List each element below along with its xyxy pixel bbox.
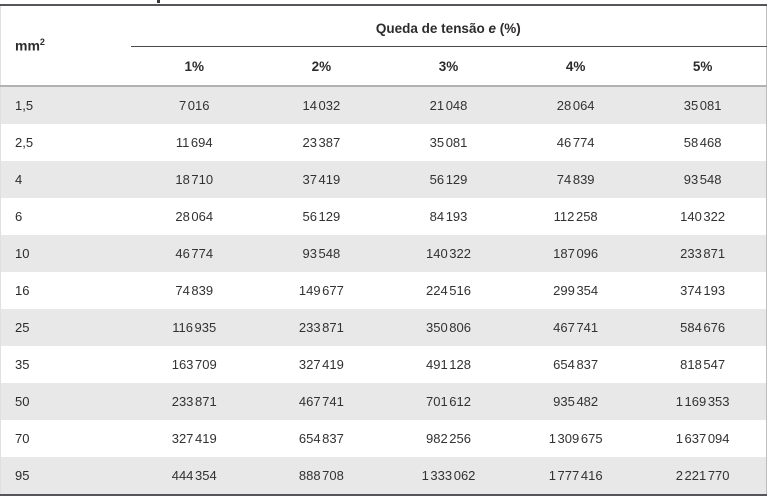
cell: 93 548	[683, 172, 722, 187]
cell: 327 419	[298, 357, 344, 372]
cell: 224 516	[426, 283, 471, 298]
cell: 654 837	[553, 357, 599, 372]
cell: 187 096	[553, 246, 599, 261]
cell: 1 309 675	[548, 431, 603, 446]
row-label: 25	[15, 320, 30, 335]
column-header-4pct: 4%	[512, 46, 640, 87]
table-row: 25 116 935 233 871 350 806 467 741 584 6…	[0, 309, 767, 346]
cell: 982 256	[426, 431, 471, 446]
cell: 46 774	[175, 246, 214, 261]
percent-header-row: 1% 2% 3% 4% 5%	[1, 46, 767, 87]
cell: 467 741	[553, 320, 599, 335]
cell: 1 333 062	[421, 468, 476, 483]
cell: 233 871	[171, 394, 217, 409]
cell: 56 129	[302, 209, 341, 224]
cell: 374 193	[680, 283, 726, 298]
cell: 467 741	[298, 394, 344, 409]
cell: 233 871	[298, 320, 344, 335]
cell: 35 081	[429, 135, 468, 150]
corner-header-sup: 2	[39, 37, 45, 48]
corner-header-base: mm	[15, 37, 40, 54]
table-row: 2,5 11 694 23 387 35 081 46 774 58 468	[0, 124, 767, 161]
group-header-prefix: Queda de tensão	[375, 20, 489, 36]
table-row: 35 163 709 327 419 491 128 654 837 818 5…	[0, 346, 767, 383]
corner-header-mm2: mm2	[0, 5, 131, 87]
row-label: 50	[15, 394, 30, 409]
cell: 112 258	[553, 209, 598, 224]
cell: 14 032	[302, 98, 341, 113]
cell: 1 169 353	[675, 394, 730, 409]
row-label: 16	[15, 283, 30, 298]
cell: 1 637 094	[675, 431, 730, 446]
column-header-1pct: 1%	[130, 46, 258, 87]
table-body: 1,5 7 016 14 032 21 048 28 064 35 081 2,…	[0, 86, 767, 495]
cell: 818 547	[680, 357, 726, 372]
table-row: 4 18 710 37 419 56 129 74 839 93 548	[0, 161, 767, 198]
cell: 37 419	[302, 172, 341, 187]
cell: 2 221 770	[675, 468, 730, 483]
cell: 140 322	[426, 246, 471, 261]
row-label: 4	[15, 172, 23, 187]
cell: 74 839	[556, 172, 595, 187]
table-row: 70 327 419 654 837 982 256 1 309 675 1 6…	[0, 420, 767, 457]
cell: 584 676	[680, 320, 726, 335]
row-label: 10	[15, 246, 30, 261]
table-row: 10 46 774 93 548 140 322 187 096 233 871	[0, 235, 767, 272]
row-label: 6	[15, 209, 23, 224]
cell: 163 709	[171, 357, 217, 372]
group-header-row: mm2 Queda de tensão e (%)	[0, 5, 767, 87]
cell: 350 806	[426, 320, 471, 335]
cell: 233 871	[680, 246, 726, 261]
cell: 18 710	[175, 172, 214, 187]
cell: 28 064	[556, 98, 595, 113]
cell: 7 016	[178, 98, 210, 113]
row-label: 70	[15, 431, 30, 446]
cropped-text-fragment	[157, 0, 160, 3]
row-label: 2,5	[15, 135, 34, 150]
cell: 149 677	[298, 283, 344, 298]
cell: 299 354	[553, 283, 599, 298]
table-row: 95 444 354 888 708 1 333 062 1 777 416 2…	[0, 457, 767, 495]
cell: 84 193	[429, 209, 468, 224]
cell: 888 708	[298, 468, 344, 483]
group-header-emphasis: e	[488, 20, 496, 36]
column-header-2pct: 2%	[257, 46, 385, 87]
row-label: 1,5	[15, 98, 34, 113]
cell: 491 128	[426, 357, 471, 372]
row-label: 35	[15, 357, 30, 372]
column-header-3pct: 3%	[384, 46, 513, 87]
cell: 701 612	[426, 394, 471, 409]
cell: 1 777 416	[548, 468, 603, 483]
cell: 654 837	[298, 431, 344, 446]
table-row: 16 74 839 149 677 224 516 299 354 374 19…	[0, 272, 767, 309]
group-header-queda-de-tensao: Queda de tensão e (%)	[130, 5, 767, 47]
table-row: 50 233 871 467 741 701 612 935 482 1 169…	[0, 383, 767, 420]
cell: 23 387	[302, 135, 341, 150]
table-row: 1,5 7 016 14 032 21 048 28 064 35 081	[0, 86, 767, 124]
table-row: 6 28 064 56 129 84 193 112 258 140 322	[0, 198, 767, 235]
cell: 935 482	[553, 394, 599, 409]
cell: 21 048	[429, 98, 468, 113]
cell: 327 419	[171, 431, 217, 446]
cell: 140 322	[680, 209, 726, 224]
cell: 28 064	[175, 209, 214, 224]
cell: 58 468	[683, 135, 722, 150]
cell: 35 081	[683, 98, 722, 113]
cell: 56 129	[429, 172, 468, 187]
row-label: 95	[15, 468, 30, 483]
cell: 46 774	[556, 135, 595, 150]
cell: 116 935	[172, 320, 217, 335]
group-header-suffix: (%)	[495, 20, 521, 36]
cell: 93 548	[302, 246, 341, 261]
table-header: mm2 Queda de tensão e (%) 1% 2% 3% 4% 5%	[0, 5, 767, 87]
voltage-drop-table: mm2 Queda de tensão e (%) 1% 2% 3% 4% 5%…	[0, 4, 767, 496]
cell: 74 839	[175, 283, 214, 298]
column-header-5pct: 5%	[639, 46, 767, 87]
cell: 11 694	[175, 135, 213, 150]
cell: 444 354	[171, 468, 217, 483]
